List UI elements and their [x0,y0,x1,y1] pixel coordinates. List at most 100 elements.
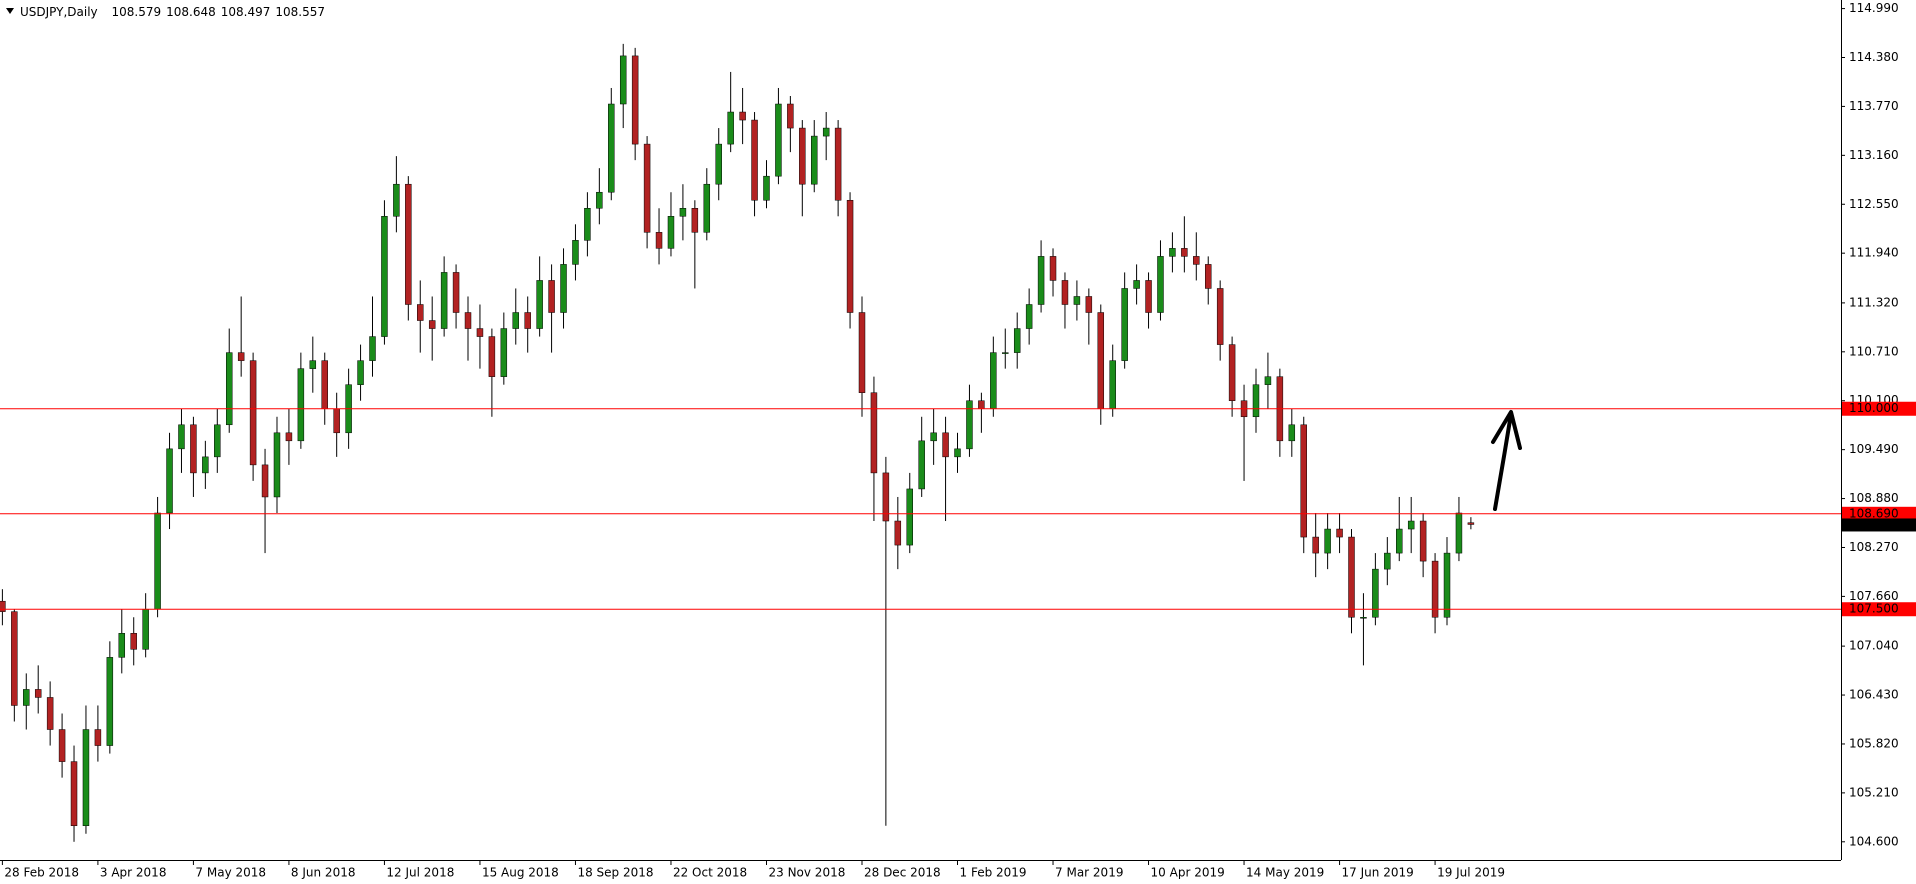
candle-body [906,488,913,546]
candle-body [1443,552,1451,618]
candle-body [1013,328,1021,353]
candle-body [655,232,663,249]
candle-body [1169,248,1176,257]
candle-body [619,55,627,105]
x-tick-label: 10 Apr 2019 [1151,866,1225,880]
candle-body [166,448,173,514]
candle-body [966,400,973,450]
candle-body [1193,256,1200,265]
x-tick-label: 3 Apr 2018 [100,866,167,880]
candle-body [1085,296,1093,313]
candle-body [393,183,400,217]
candle-body [930,432,937,442]
header-value: 108.497 [221,5,271,19]
candle-body [273,432,281,498]
y-tick-label: 105.820 [1849,736,1899,750]
level-label-box [1842,506,1916,521]
candle-body [1037,256,1045,305]
last-price-label: 108.557 [1849,518,1899,532]
y-tick-label: 111.940 [1849,246,1899,260]
y-tick-label: 106.430 [1849,688,1899,702]
candle-body [548,280,555,313]
candle-body [357,360,364,385]
y-tick-label: 112.550 [1849,197,1899,211]
candle-body [882,472,890,522]
candle-body [715,143,722,185]
candle-body [727,111,734,145]
x-tick-label: 12 Jul 2018 [386,866,454,880]
candle-body [1324,528,1331,554]
candle-body [1061,280,1069,305]
candle-body [1312,536,1319,554]
candle-body [1288,424,1296,442]
candle-body [225,352,233,426]
candle-body [1025,304,1033,329]
candle-body [106,657,114,746]
candle-body [679,208,687,217]
chart-header: USDJPY,Daily 108.579 108.648 108.497 108.55… [20,5,325,19]
candle-body [190,424,197,474]
candle-body [1467,522,1475,525]
candle-body [1216,288,1224,345]
candle-body [94,729,102,746]
candle-body [775,103,782,177]
arrow-shaft [1493,412,1513,511]
candle-body [858,312,866,393]
candle-body [524,312,531,329]
y-tick-label: 114.380 [1849,50,1899,64]
candle-body [536,280,543,329]
y-tick-label: 105.210 [1849,785,1899,799]
menu-triangle [6,8,14,14]
candle-body [1145,280,1152,313]
candle-body [1455,512,1463,554]
candle-body [321,360,328,409]
candle-body [1073,296,1081,305]
candle-body [476,328,484,337]
candle-body [1336,528,1343,538]
candle-body [918,440,925,490]
x-tick-label: 14 May 2019 [1246,866,1324,880]
candle-body [751,119,758,201]
candle-body [178,424,185,450]
y-tick-label: 114.990 [1849,1,1899,15]
candle-body [1407,520,1415,530]
y-tick-label: 108.880 [1849,491,1899,505]
x-tick-label: 28 Dec 2018 [864,866,941,880]
candle-body [261,464,269,498]
y-tick-label: 110.710 [1849,344,1899,358]
candle-body [1431,560,1439,618]
candle-body [1181,248,1188,257]
candle-body [584,208,591,241]
candle-body [1109,360,1116,409]
candle-body [787,103,794,129]
candle-body [428,320,436,329]
level-label: 110.000 [1849,401,1899,415]
candle-body [297,368,305,442]
x-tick-label: 23 Nov 2018 [768,866,845,880]
candle-body [1049,256,1057,281]
y-tick-label: 104.600 [1849,834,1899,848]
candle-body [1002,352,1009,354]
candle-body [1204,264,1212,289]
candle-body [954,448,961,458]
candle-body [249,360,257,466]
candle-body [46,697,54,730]
candle-body [1264,376,1272,385]
candle-body [1419,520,1427,562]
x-tick-label: 8 Jun 2018 [291,866,356,880]
candle-body [309,360,317,369]
candle-body [1228,344,1236,401]
annotation-arrow [1491,410,1522,511]
y-tick-label: 108.270 [1849,540,1899,554]
candle-body [237,352,245,361]
candle-body [1348,536,1355,618]
header-value: 108.648 [166,5,216,19]
x-tick-label: 17 Jun 2019 [1342,866,1414,880]
candle-body [691,208,699,233]
y-tick-label: 111.320 [1849,295,1899,309]
candle-body [870,392,878,474]
candle-body [1396,528,1403,554]
candle-body [1133,280,1140,289]
